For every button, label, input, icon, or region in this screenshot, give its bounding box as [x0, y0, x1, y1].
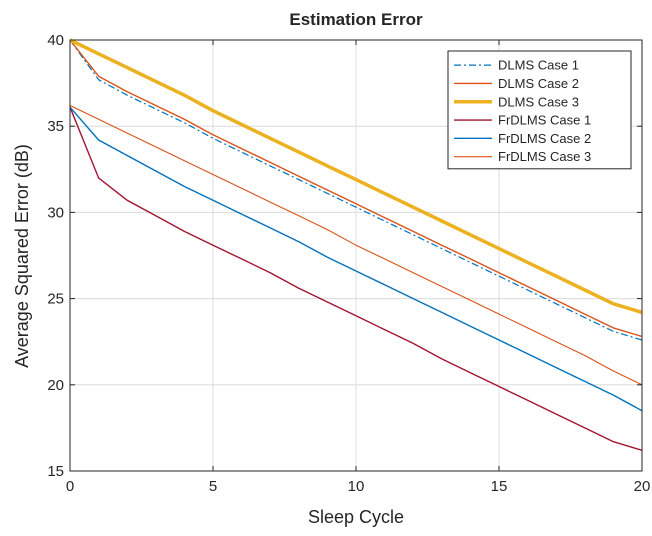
- legend-entry: DLMS Case 3: [498, 94, 579, 109]
- y-tick-label: 35: [47, 118, 64, 135]
- legend-entry: FrDLMS Case 3: [498, 149, 591, 164]
- x-tick-label: 0: [66, 478, 74, 495]
- y-tick-label: 15: [47, 463, 64, 480]
- y-tick-label: 30: [47, 204, 64, 221]
- y-tick-label: 20: [47, 377, 64, 394]
- y-tick-label: 25: [47, 291, 64, 308]
- legend-entry: DLMS Case 2: [498, 76, 579, 91]
- x-tick-label: 5: [209, 478, 217, 495]
- y-tick-label: 40: [47, 32, 64, 49]
- x-tick-label: 10: [348, 478, 365, 495]
- x-tick-label: 20: [634, 478, 651, 495]
- legend-entry: DLMS Case 1: [498, 58, 579, 73]
- legend: DLMS Case 1 DLMS Case 2 DLMS Case 3 FrDLMS …: [448, 51, 631, 169]
- legend-entry: FrDLMS Case 1: [498, 113, 591, 128]
- x-tick-label: 15: [491, 478, 508, 495]
- x-axis-label: Sleep Cycle: [308, 507, 404, 527]
- chart-title: Estimation Error: [289, 10, 423, 29]
- legend-entry: FrDLMS Case 2: [498, 131, 591, 146]
- y-axis-label: Average Squared Error (dB): [12, 144, 32, 368]
